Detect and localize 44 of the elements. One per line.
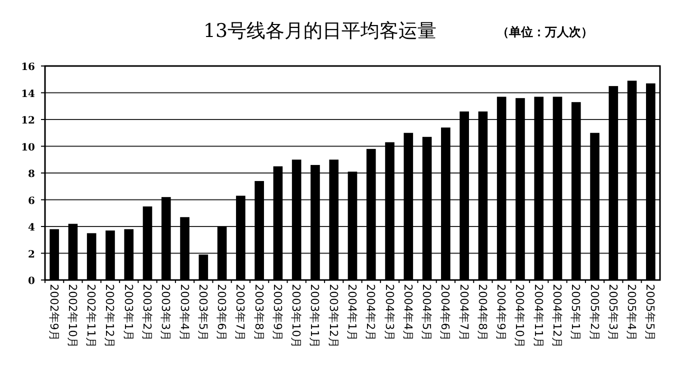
y-tick-label: 14 (21, 88, 36, 100)
y-tick-label: 8 (28, 169, 36, 180)
x-tick-label: 2003年9月 (270, 284, 284, 341)
x-tick-label: 2003年1月 (122, 284, 135, 341)
x-tick-label: 2003年7月 (234, 284, 247, 341)
x-tick-label: 2004年4月 (401, 284, 414, 341)
x-tick-label: 2003年5月 (196, 284, 210, 341)
y-tick-label: 10 (21, 142, 36, 154)
x-tick-label: 2005年2月 (588, 284, 601, 341)
x-tick-label: 2004年2月 (364, 284, 378, 341)
x-tick-label: 2004年8月 (476, 284, 489, 341)
x-tick-label: 2004年5月 (420, 284, 434, 341)
x-tick-label: 2003年4月 (178, 284, 191, 341)
x-tick-label: 2004年10月 (513, 284, 526, 348)
x-tick-label: 2003年11月 (308, 284, 322, 348)
x-tick-label: 2003年3月 (159, 284, 172, 341)
x-tick-label: 2002年11月 (84, 284, 98, 348)
y-tick-label: 6 (28, 196, 36, 207)
x-tick-label: 2004年7月 (457, 284, 470, 341)
x-tick-label: 2003年2月 (140, 284, 154, 341)
x-tick-label: 2004年6月 (438, 284, 452, 341)
x-tick-label: 2003年8月 (252, 284, 266, 341)
y-tick-label: 2 (28, 249, 36, 260)
x-tick-label: 2002年9月 (47, 284, 60, 341)
x-tick-label: 2002年10月 (66, 284, 79, 348)
x-tick-label: 2004年9月 (494, 284, 508, 341)
y-tick-label: 16 (21, 62, 36, 73)
y-tick-label: 0 (28, 276, 36, 287)
x-tick-label: 2005年5月 (644, 284, 657, 341)
x-tick-label: 2003年12月 (326, 284, 340, 348)
y-tick-label: 12 (21, 116, 36, 126)
x-tick-label: 2004年3月 (382, 284, 396, 341)
x-tick-label: 2003年10月 (290, 284, 303, 348)
y-tick-label: 4 (28, 222, 36, 234)
x-tick-label: 2005年1月 (569, 284, 582, 341)
x-tick-label: 2003年6月 (215, 284, 228, 341)
x-tick-label: 2004年1月 (346, 284, 358, 341)
x-tick-label: 2004年12月 (550, 284, 564, 348)
x-tick-label: 2005年4月 (625, 284, 638, 341)
chart-title: 13号线各月的日平均客运量 (203, 20, 437, 42)
x-tick-label: 2004年11月 (532, 284, 545, 348)
x-tick-label: 2002年12月 (103, 284, 116, 348)
x-tick-label: 2005年3月 (606, 284, 620, 341)
chart-subtitle: （单位：万人次） (497, 25, 593, 39)
